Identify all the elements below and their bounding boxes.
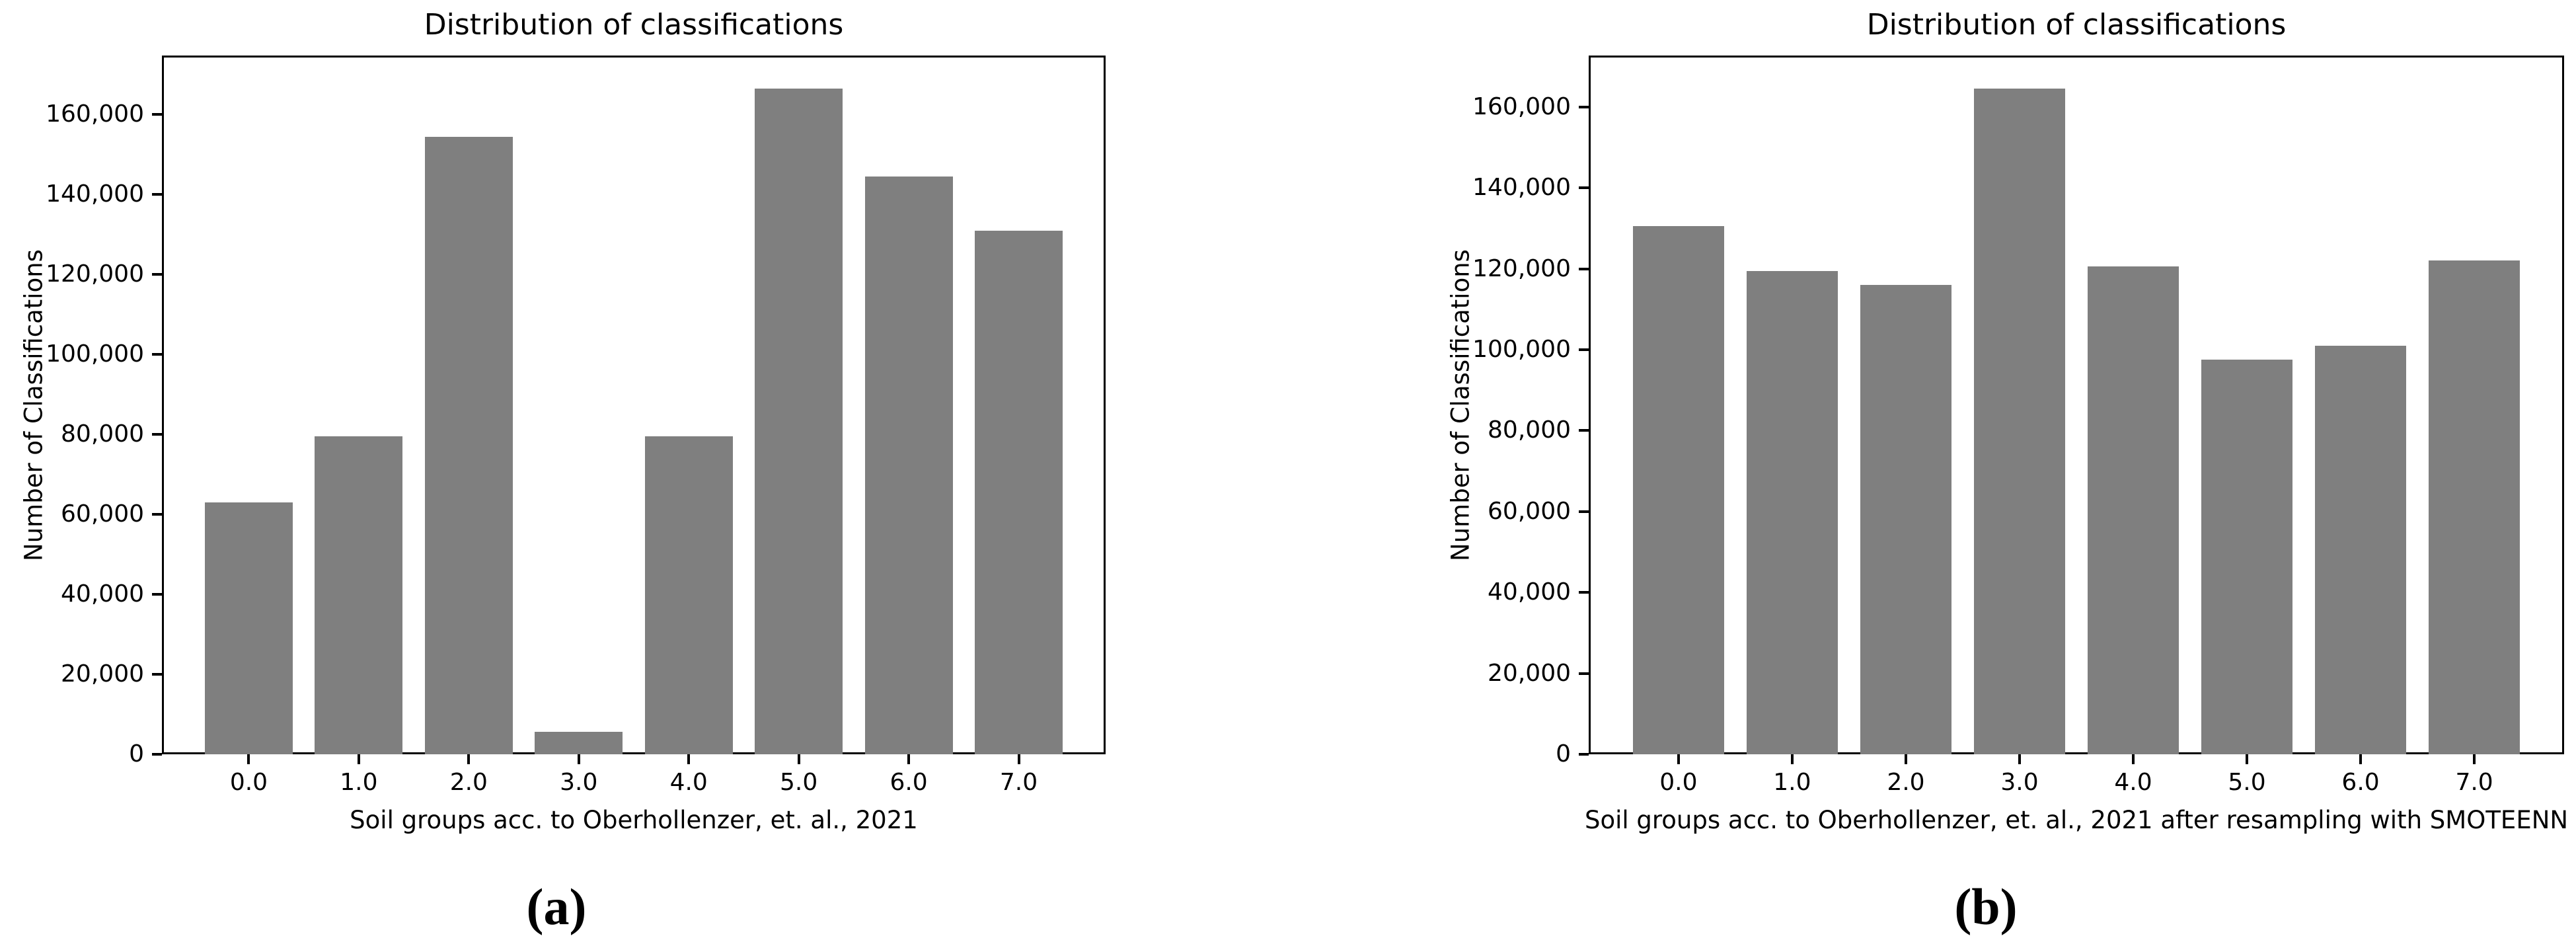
- y-tick-label: 160,000: [46, 100, 144, 128]
- x-tick-label: 4.0: [2114, 769, 2152, 796]
- x-tick-mark: [2018, 754, 2021, 764]
- bar: [315, 436, 403, 754]
- x-tick-mark: [2359, 754, 2363, 764]
- y-tick-label: 20,000: [61, 660, 144, 688]
- x-tick-label: 1.0: [1773, 769, 1811, 796]
- x-tick-mark: [467, 754, 471, 764]
- y-tick-mark: [1579, 429, 1589, 432]
- x-tick-label: 2.0: [1887, 769, 1925, 796]
- bar: [1747, 270, 1838, 754]
- bar: [2201, 360, 2292, 754]
- x-tick-mark: [1904, 754, 1907, 764]
- x-axis-label: Soil groups acc. to Oberhollenzer, et. a…: [1584, 806, 2569, 834]
- panel-caption-b: (b): [1954, 878, 2018, 935]
- y-tick-mark: [1579, 186, 1589, 190]
- x-tick-label: 5.0: [2228, 769, 2266, 796]
- y-tick-mark: [152, 673, 162, 676]
- y-axis-label: Number of Classifications: [1446, 249, 1474, 561]
- x-tick-mark: [357, 754, 360, 764]
- x-tick-mark: [1790, 754, 1794, 764]
- x-tick-label: 5.0: [780, 769, 818, 796]
- x-tick-mark: [247, 754, 250, 764]
- y-tick-label: 160,000: [1472, 93, 1571, 120]
- axes-frame: [1589, 56, 2564, 754]
- y-tick-label: 100,000: [1472, 335, 1571, 363]
- x-tick-mark: [907, 754, 911, 764]
- x-tick-label: 2.0: [449, 769, 488, 796]
- y-tick-mark: [1579, 267, 1589, 270]
- y-tick-mark: [152, 593, 162, 596]
- y-tick-label: 60,000: [1488, 497, 1571, 525]
- y-tick-mark: [152, 753, 162, 756]
- y-tick-mark: [1579, 753, 1589, 756]
- y-tick-mark: [152, 193, 162, 196]
- axes-frame: [162, 56, 1106, 754]
- bar: [864, 177, 953, 754]
- y-tick-mark: [1579, 105, 1589, 108]
- bar: [2315, 345, 2406, 754]
- chart-title: Distribution of classifications: [1866, 8, 2287, 42]
- x-tick-mark: [1017, 754, 1020, 764]
- y-tick-mark: [1579, 348, 1589, 351]
- x-tick-mark: [797, 754, 800, 764]
- y-tick-label: 140,000: [1472, 174, 1571, 202]
- y-tick-label: 120,000: [1472, 255, 1571, 282]
- x-tick-label: 7.0: [2455, 769, 2493, 796]
- y-tick-mark: [152, 433, 162, 436]
- y-tick-label: 60,000: [61, 500, 144, 528]
- panel-caption-a: (a): [526, 878, 587, 935]
- y-axis-label: Number of Classifications: [19, 249, 48, 561]
- x-tick-label: 3.0: [560, 769, 598, 796]
- bar: [424, 136, 513, 754]
- y-tick-mark: [152, 113, 162, 116]
- y-tick-label: 140,000: [46, 180, 144, 208]
- y-tick-mark: [1579, 591, 1589, 594]
- bar: [2088, 266, 2179, 754]
- x-tick-mark: [2246, 754, 2249, 764]
- y-tick-label: 40,000: [1488, 578, 1571, 606]
- y-tick-mark: [1579, 672, 1589, 675]
- bar: [1633, 226, 1724, 754]
- y-tick-label: 80,000: [61, 420, 144, 448]
- x-tick-mark: [2473, 754, 2476, 764]
- y-tick-label: 100,000: [46, 340, 144, 368]
- y-tick-label: 0: [129, 740, 144, 768]
- bar: [204, 502, 293, 754]
- x-tick-label: 0.0: [1659, 769, 1698, 796]
- x-tick-mark: [687, 754, 691, 764]
- x-tick-label: 6.0: [890, 769, 928, 796]
- x-tick-label: 4.0: [669, 769, 708, 796]
- bar: [1974, 89, 2065, 754]
- x-axis-label: Soil groups acc. to Oberhollenzer, et. a…: [350, 806, 918, 834]
- x-tick-mark: [1677, 754, 1680, 764]
- y-tick-label: 20,000: [1488, 659, 1571, 687]
- x-tick-mark: [577, 754, 580, 764]
- y-tick-mark: [152, 353, 162, 356]
- x-tick-label: 7.0: [999, 769, 1038, 796]
- x-tick-label: 1.0: [340, 769, 378, 796]
- y-tick-mark: [152, 273, 162, 276]
- bar: [644, 436, 733, 754]
- x-tick-label: 6.0: [2341, 769, 2380, 796]
- y-tick-mark: [152, 513, 162, 516]
- bar: [974, 230, 1063, 754]
- x-tick-mark: [2132, 754, 2135, 764]
- bar: [1860, 285, 1951, 754]
- y-tick-label: 40,000: [61, 580, 144, 608]
- x-tick-label: 0.0: [229, 769, 268, 796]
- y-tick-label: 80,000: [1488, 416, 1571, 444]
- bar: [755, 89, 843, 754]
- y-tick-label: 120,000: [46, 260, 144, 288]
- y-tick-label: 0: [1556, 740, 1571, 768]
- bar: [535, 731, 623, 754]
- chart-title: Distribution of classifications: [424, 8, 844, 42]
- y-tick-mark: [1579, 510, 1589, 513]
- bar: [2429, 260, 2520, 754]
- x-tick-label: 3.0: [2000, 769, 2039, 796]
